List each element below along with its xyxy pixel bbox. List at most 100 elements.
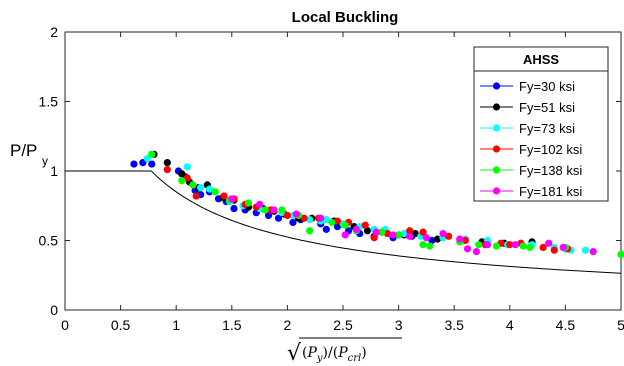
data-point — [189, 181, 197, 189]
legend-marker — [492, 145, 501, 153]
legend-marker — [492, 187, 501, 195]
legend-marker — [492, 103, 501, 111]
data-point — [230, 204, 238, 213]
data-point — [163, 159, 171, 167]
data-point — [192, 192, 200, 200]
data-point — [483, 241, 492, 249]
data-point — [463, 245, 472, 253]
data-point — [581, 246, 590, 254]
data-point — [383, 229, 392, 238]
data-point — [617, 250, 624, 258]
tick-labels: 0 0.5 1 1.5 2 2.5 3 3.5 4 4.5 5 0 0.5 1 1.5 2 — [39, 24, 624, 333]
data-point — [461, 236, 469, 245]
data-point — [445, 232, 453, 240]
x-axis-label: √ (Py)/(Pcrl) — [287, 337, 402, 366]
data-point — [322, 216, 330, 224]
data-point — [220, 192, 228, 200]
data-point — [428, 236, 436, 245]
data-point — [163, 166, 171, 174]
y-axis-label-main: P/P — [10, 141, 37, 160]
x-tick-label: 1.5 — [222, 317, 242, 333]
data-point — [328, 218, 336, 227]
data-point — [289, 218, 297, 227]
data-point — [439, 229, 447, 238]
data-point — [148, 150, 156, 158]
data-point — [270, 206, 278, 214]
y-axis-label: P/P y — [10, 141, 48, 168]
chart-title: Local Buckling — [292, 9, 399, 26]
data-point — [317, 214, 325, 222]
y-axis-label-subscript: y — [42, 154, 48, 168]
x-label-lparen-2: ( — [333, 345, 338, 361]
data-point — [300, 214, 308, 222]
data-point — [183, 163, 191, 171]
data-point — [492, 242, 501, 250]
y-tick-label: 0 — [50, 302, 58, 318]
svg-text:(Py)/(Pcrl): (Py)/(Pcrl) — [302, 345, 367, 364]
data-point — [363, 227, 372, 235]
x-tick-label: 4.5 — [556, 317, 576, 333]
x-tick-label: 3.5 — [444, 317, 464, 333]
legend-marker — [492, 124, 501, 132]
legend-title: AHSS — [523, 52, 559, 67]
x-label-py-sub: y — [316, 353, 323, 364]
data-point — [406, 227, 414, 235]
data-point — [400, 229, 408, 238]
data-point — [244, 199, 253, 207]
x-label-py: P — [306, 345, 317, 361]
data-point — [472, 248, 481, 256]
data-point — [178, 177, 186, 185]
data-point — [395, 231, 403, 239]
x-label-rparen-2: ) — [361, 345, 366, 361]
data-point — [183, 174, 191, 182]
x-label-pcrl: P — [337, 345, 348, 361]
data-point — [197, 184, 205, 192]
data-point — [306, 227, 314, 235]
data-point — [322, 225, 330, 233]
data-point — [283, 211, 291, 220]
data-point — [205, 185, 214, 193]
data-point — [211, 188, 219, 196]
legend: AHSS Fy=30 ksi Fy=51 ksi Fy=73 ksi Fy=102 k… — [473, 46, 609, 202]
scatter-points — [130, 150, 624, 258]
x-tick-label: 4 — [506, 317, 514, 333]
data-point — [352, 225, 360, 233]
data-point — [228, 195, 236, 203]
legend-label: Fy=138 ksi — [519, 163, 582, 178]
data-point — [274, 214, 283, 222]
y-tick-label: 2 — [50, 24, 58, 40]
data-point — [526, 243, 534, 252]
data-point — [261, 206, 269, 214]
y-tick-label: 1 — [50, 163, 58, 179]
data-point — [264, 211, 273, 220]
data-point — [370, 234, 378, 242]
data-point — [389, 231, 397, 239]
data-point — [256, 200, 264, 208]
legend-box — [473, 46, 609, 202]
x-tick-label: 0.5 — [111, 317, 131, 333]
data-point — [475, 241, 483, 249]
y-tick-label: 0.5 — [39, 233, 59, 249]
x-tick-label: 1 — [172, 317, 180, 333]
data-point — [372, 228, 380, 236]
data-point — [559, 243, 567, 252]
x-tick-label: 2 — [284, 317, 292, 333]
data-point — [506, 241, 514, 249]
y-tick-label: 1.5 — [39, 94, 59, 110]
legend-marker — [492, 166, 501, 174]
legend-label: Fy=102 ksi — [519, 142, 582, 157]
data-point — [456, 235, 464, 243]
data-point — [333, 217, 342, 225]
x-tick-label: 2.5 — [333, 317, 353, 333]
x-label-slash: / — [328, 345, 333, 361]
data-point — [589, 248, 597, 256]
axis-ticks — [64, 31, 622, 311]
data-point — [433, 235, 442, 243]
data-point — [341, 221, 349, 229]
data-point — [511, 241, 519, 249]
x-tick-label: 3 — [395, 317, 403, 333]
data-point — [130, 160, 138, 168]
data-point — [378, 228, 386, 236]
design-curve — [65, 170, 621, 274]
